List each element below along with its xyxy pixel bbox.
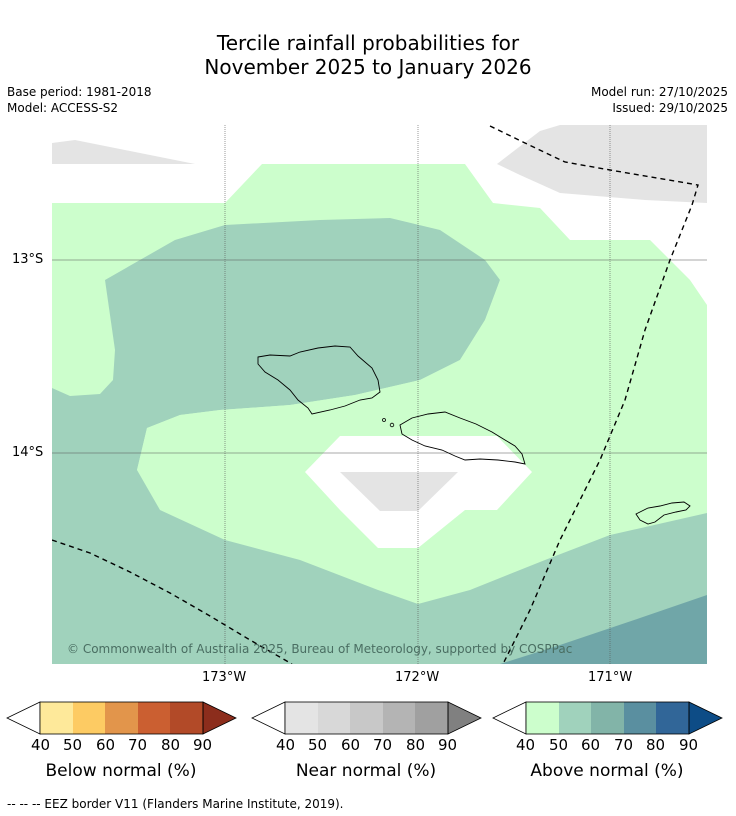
lon-label-171w: 171°W [588,670,633,685]
legend-tick: 70 [614,736,634,754]
legend-tick: 40 [31,736,51,754]
map-area: © Commonwealth of Australia 2025, Bureau… [52,125,707,664]
legend-tick: 60 [96,736,116,754]
meta-left: Base period: 1981-2018 Model: ACCESS-S2 [7,84,152,116]
legend-tick: 50 [308,736,328,754]
legend-above-title: Above normal (%) [530,761,684,781]
legend-tick: 80 [161,736,181,754]
near-normal-region-centre [340,472,458,511]
legend-above-normal [492,701,723,735]
island-savaii [257,345,381,415]
near-normal-region-top-right [497,125,707,203]
model-name: Model: ACCESS-S2 [7,101,119,115]
copyright-text: © Commonwealth of Australia 2025, Bureau… [67,642,572,656]
title-line-1: Tercile rainfall probabilities for [216,31,520,55]
lon-label-172w: 172°W [395,670,440,685]
legend-below-normal [6,701,237,735]
island-upolu [399,411,526,465]
legend-tick: 40 [516,736,536,754]
issued-date: Issued: 29/10/2025 [612,101,728,115]
lon-label-173w: 173°W [202,670,247,685]
lat-label-14s: 14°S [12,445,44,460]
legend-near-title: Near normal (%) [295,761,437,781]
legend-tick: 70 [373,736,393,754]
meta-right: Model run: 27/10/2025 Issued: 29/10/2025 [591,84,728,116]
eez-footnote: -- -- -- EEZ border V11 (Flanders Marine… [7,797,344,811]
near-normal-region-top-left [52,140,195,164]
legend-tick: 50 [549,736,569,754]
lat-label-13s: 13°S [12,252,44,267]
legend-near-normal [251,701,482,735]
eez-border-east [489,125,699,664]
legend-tick: 80 [646,736,666,754]
island-tutuila [635,501,691,525]
map-title: Tercile rainfall probabilities for Novem… [0,31,736,79]
eez-border-west [52,539,293,664]
base-period: Base period: 1981-2018 [7,85,152,99]
above-normal-60-region [500,595,707,664]
legend-tick: 60 [581,736,601,754]
legend-below-title: Below normal (%) [45,761,197,781]
legend-tick: 90 [438,736,458,754]
graticule [52,125,707,664]
legend-tick: 90 [193,736,213,754]
legend-tick: 60 [341,736,361,754]
title-line-2: November 2025 to January 2026 [204,55,532,79]
model-run: Model run: 27/10/2025 [590,85,728,99]
above-normal-50-region-north [52,218,707,664]
legend-tick: 80 [406,736,426,754]
legend-tick: 50 [63,736,83,754]
legend-tick: 70 [128,736,148,754]
legend-tick: 90 [679,736,699,754]
legend-tick: 40 [276,736,296,754]
